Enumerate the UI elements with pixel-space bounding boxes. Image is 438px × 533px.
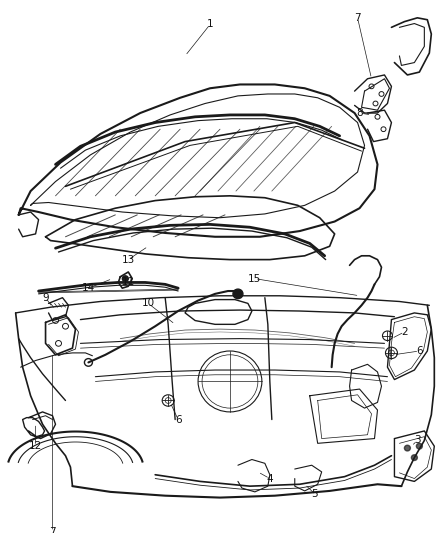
- Text: 6: 6: [416, 346, 423, 356]
- Text: 6: 6: [175, 415, 181, 424]
- Text: 5: 5: [311, 489, 318, 499]
- Text: 2: 2: [401, 327, 408, 337]
- Text: 1: 1: [207, 20, 213, 29]
- Text: 10: 10: [141, 298, 155, 309]
- Text: 4: 4: [267, 473, 273, 483]
- Text: 13: 13: [122, 255, 135, 264]
- Text: 14: 14: [82, 283, 95, 293]
- Circle shape: [417, 443, 422, 449]
- Text: 7: 7: [354, 13, 361, 23]
- Text: 12: 12: [29, 441, 42, 451]
- Text: 3: 3: [414, 435, 420, 446]
- Circle shape: [233, 289, 243, 298]
- Text: 8: 8: [356, 108, 363, 118]
- Text: 15: 15: [248, 273, 261, 284]
- Circle shape: [404, 445, 410, 451]
- Text: 7: 7: [49, 527, 56, 533]
- Text: 9: 9: [42, 293, 49, 303]
- Circle shape: [411, 455, 417, 461]
- Text: 11: 11: [122, 277, 135, 287]
- Circle shape: [122, 276, 128, 281]
